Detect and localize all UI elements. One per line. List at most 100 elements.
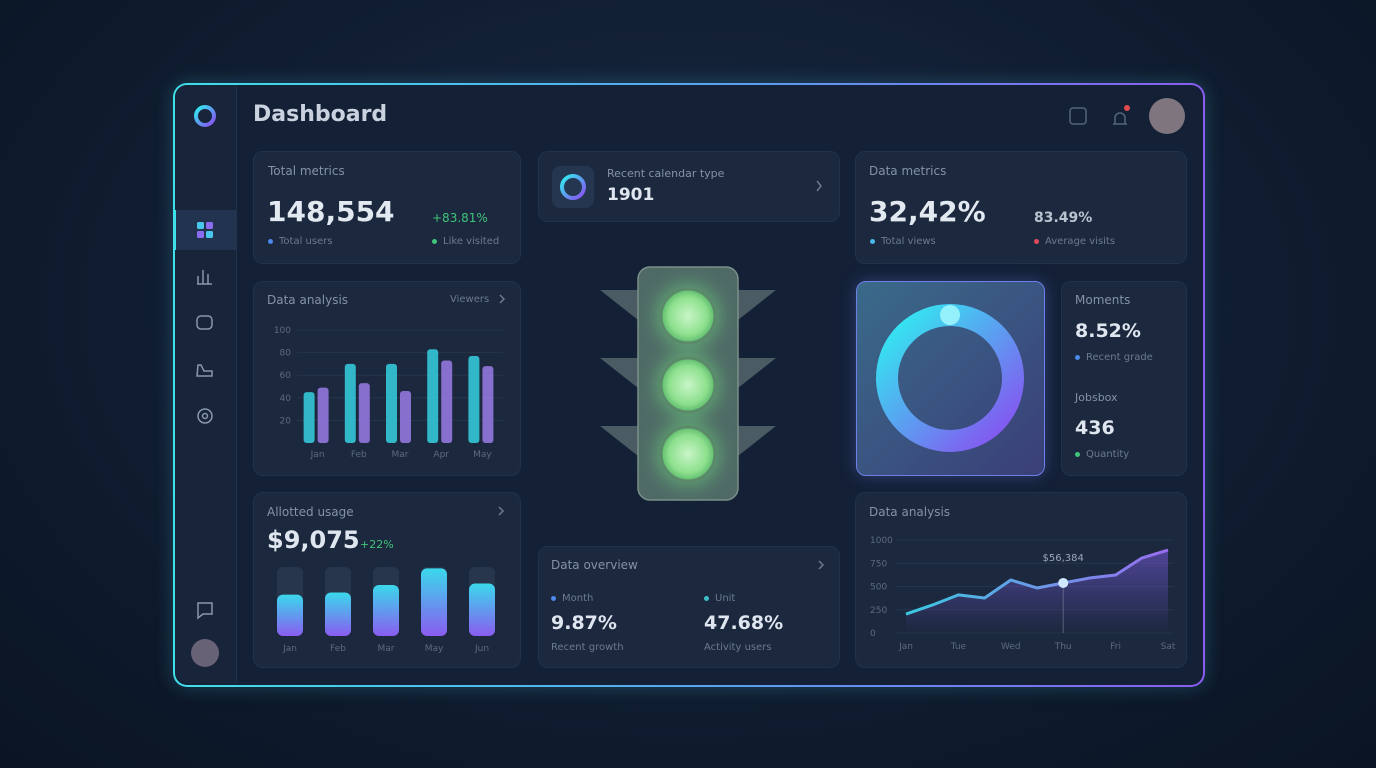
- metric-change: +83.81%: [432, 211, 488, 225]
- x-tick-label: Feb: [330, 644, 346, 654]
- bar: [468, 355, 480, 443]
- legend-item: Average visits: [1034, 236, 1115, 247]
- line: [905, 548, 1169, 616]
- moments-value: 436: [1075, 417, 1115, 439]
- y-tick-label: 100: [274, 326, 291, 336]
- moments-note: Quantity: [1075, 449, 1129, 460]
- y-tick-label: 0: [870, 629, 876, 639]
- x-tick-label: Jan: [282, 644, 297, 654]
- legend-item: Total views: [870, 236, 936, 247]
- annotation: $56,384: [1043, 553, 1084, 564]
- bar: [373, 584, 399, 636]
- overview-label: Unit: [704, 593, 735, 604]
- x-tick-label: Jan: [310, 450, 325, 460]
- card-total-metrics: [253, 151, 521, 264]
- card-title: Data analysis: [869, 505, 951, 519]
- metric-secondary: 83.49%: [1034, 210, 1093, 226]
- card-link[interactable]: Viewers: [450, 294, 490, 305]
- nav-support[interactable]: [197, 602, 213, 620]
- label: Recent grade: [1086, 352, 1153, 363]
- bar: [303, 392, 315, 443]
- y-tick-label: 250: [870, 606, 887, 616]
- y-tick-label: 40: [280, 394, 292, 404]
- nav-active: [175, 210, 236, 250]
- nav-charts[interactable]: [197, 270, 212, 285]
- overview-note: Recent growth: [551, 642, 624, 653]
- overview-note: Activity users: [704, 642, 772, 653]
- apps-icon[interactable]: [1069, 107, 1087, 125]
- donut-ring: [876, 304, 1024, 452]
- card-overview: [538, 546, 840, 668]
- traffic-light: [600, 266, 776, 501]
- nav-settings[interactable]: [197, 408, 213, 424]
- nav-messages[interactable]: [196, 315, 213, 330]
- x-tick-label: Tue: [950, 642, 967, 652]
- x-tick-label: Apr: [433, 450, 449, 460]
- y-tick-label: 1000: [870, 536, 893, 546]
- card-title: Jobsbox: [1075, 391, 1118, 404]
- logo[interactable]: [194, 105, 216, 127]
- card-title: Data analysis: [267, 293, 349, 307]
- nav-indicator: [173, 210, 176, 250]
- profile-avatar[interactable]: [1149, 98, 1185, 134]
- x-tick-label: Jan: [898, 642, 913, 652]
- x-tick-label: Wed: [1001, 642, 1021, 652]
- x-tick-label: Thu: [1054, 642, 1072, 652]
- nav-orders[interactable]: [196, 364, 213, 377]
- card-title: Total metrics: [268, 164, 345, 178]
- label: Month: [562, 593, 594, 604]
- legend-item: Total users: [268, 236, 333, 247]
- x-tick-label: Jun: [474, 644, 489, 654]
- bar: [277, 594, 303, 636]
- bar: [325, 592, 351, 636]
- bar: [421, 568, 447, 636]
- notification-icon[interactable]: [1113, 112, 1127, 125]
- legend-label: Total views: [881, 236, 936, 247]
- notification-badge: [1124, 105, 1130, 111]
- bar: [427, 349, 439, 443]
- calendar-icon: [560, 174, 586, 200]
- card-moments: [1061, 281, 1187, 476]
- x-tick-label: Feb: [351, 450, 367, 460]
- bar: [482, 366, 494, 443]
- nav-dashboard[interactable]: [197, 222, 213, 238]
- y-tick-label: 80: [280, 349, 292, 359]
- moments-value: 8.52%: [1075, 320, 1141, 342]
- label: Unit: [715, 593, 736, 604]
- moments-note: Recent grade: [1075, 352, 1153, 363]
- calendar-value: 1901: [607, 185, 655, 205]
- metric-value: 32,42%: [869, 195, 986, 228]
- charts: 100 80 60 40 20 Jan Feb Mar Apr May Jan Feb Mar May Ju…: [274, 326, 1176, 654]
- bar: [400, 391, 411, 443]
- x-tick-label: May: [425, 644, 444, 654]
- bar: [386, 363, 397, 443]
- bar: [469, 583, 495, 636]
- chevron[interactable]: [498, 506, 505, 516]
- x-tick-label: Sat: [1161, 642, 1176, 652]
- area: [906, 550, 1168, 633]
- chevron[interactable]: [499, 294, 506, 304]
- card-title: Moments: [1075, 293, 1131, 307]
- y-tick-label: 500: [870, 583, 887, 593]
- legend-label: Total users: [279, 236, 333, 247]
- x-tick-label: Mar: [392, 450, 409, 460]
- user-avatar[interactable]: [191, 639, 219, 667]
- bar: [441, 360, 453, 443]
- bar: [344, 363, 356, 443]
- y-tick-label: 60: [280, 371, 292, 381]
- card-title: Data metrics: [869, 164, 947, 178]
- card-title: Allotted usage: [267, 505, 354, 519]
- y-tick-label: 750: [870, 559, 887, 569]
- metric-value: 148,554: [267, 195, 395, 228]
- legend-label: Average visits: [1045, 236, 1116, 247]
- calendar-icon-box: [552, 166, 594, 208]
- donut-knob: [940, 305, 960, 325]
- page-title: Dashboard: [253, 102, 388, 127]
- chevron[interactable]: [818, 560, 825, 570]
- chevron[interactable]: [816, 180, 822, 192]
- card-title: Data overview: [551, 558, 638, 572]
- legend-label: Like visited: [443, 236, 500, 247]
- bar: [317, 387, 329, 443]
